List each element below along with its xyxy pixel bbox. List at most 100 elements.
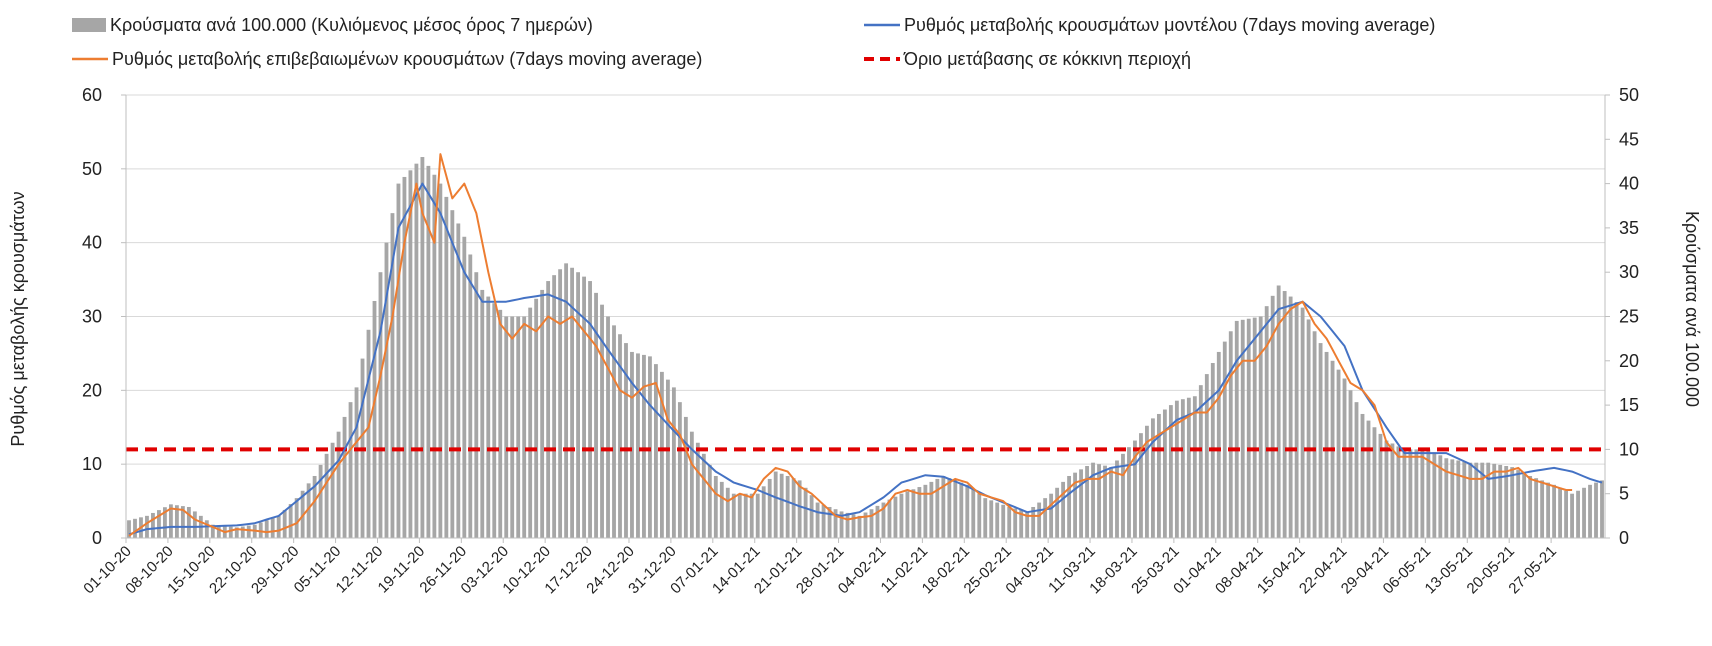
y-right-tick-label: 35 [1619,218,1639,238]
bar [1408,449,1413,538]
bar [1168,405,1173,538]
bar [665,379,670,538]
legend-bars-label: Κρούσματα ανά 100.000 (Κυλιόμενος μέσος … [110,15,593,35]
bar [264,520,269,538]
bar [1558,487,1563,538]
confirmed-series [128,153,1573,537]
bar [1474,462,1479,538]
bar [420,157,425,538]
bar [1121,453,1125,538]
bar [1336,369,1341,538]
bar [270,518,275,538]
bar [1552,484,1557,538]
legend-confirmed-label: Ρυθμός μεταβολής επιβεβαιωμένων κρουσμάτ… [112,49,702,69]
y-right-tick-label: 15 [1619,395,1639,415]
y-left-tick-label: 0 [92,528,102,548]
legend-model-label: Ρυθμός μεταβολής κρουσμάτων μοντέλου (7d… [904,15,1435,35]
legend-bars-marker [72,18,106,32]
bar [1198,385,1203,538]
y-left-tick-label: 50 [82,159,102,179]
y-right-tick-label: 45 [1619,129,1639,149]
bar [318,464,323,538]
bar [1588,484,1592,538]
bar [282,509,287,538]
bar [145,515,149,538]
bar [1162,409,1167,538]
y-left-tick-label: 10 [82,454,102,474]
bar [1318,343,1323,538]
bar [1426,449,1431,538]
bar [1528,475,1533,538]
bar [180,506,185,538]
bar [366,329,371,538]
bar [1073,472,1077,538]
bar [450,210,455,538]
bar [648,356,652,538]
bar [630,351,634,538]
bar [540,289,545,538]
bar [1270,295,1275,538]
bar [474,272,479,538]
bar [234,527,239,538]
bar [893,496,898,538]
bar [959,482,964,538]
bar [492,303,497,538]
bar [815,502,820,538]
bar [127,520,131,538]
bar [1420,449,1425,538]
bar [258,522,263,538]
bar [1546,482,1551,538]
bar [462,236,467,538]
bar [713,475,718,538]
bar [1504,466,1509,538]
bar [863,512,868,538]
y-right-tick-label: 30 [1619,262,1639,282]
bar-series [127,157,1604,539]
bar [564,263,569,538]
bar [1342,378,1347,538]
bar [1180,399,1185,538]
bar [354,387,359,538]
bar [294,498,299,538]
bar [1192,396,1197,538]
bar [1204,374,1209,538]
bar [1438,455,1443,538]
bar [773,471,778,538]
bar [378,272,383,538]
bar [624,343,628,538]
bar [240,526,245,538]
bar [905,491,910,538]
bar [1486,462,1491,538]
bar [869,509,874,538]
y-right-tick-label: 0 [1619,528,1629,548]
bar [342,416,347,538]
bar [1360,413,1365,538]
bar [827,506,832,538]
bar [1396,446,1401,538]
bar [953,480,958,538]
bar [1348,390,1353,538]
y-left-tick-label: 20 [82,380,102,400]
bar [845,512,850,538]
bar [779,473,784,538]
bar [725,487,730,538]
bar [372,300,377,538]
bar [1264,306,1269,538]
bar [1540,480,1545,538]
bar [168,504,173,538]
bar [1049,493,1054,538]
bar [677,402,682,538]
bar [1240,319,1245,538]
bar [1390,443,1395,538]
bar [324,453,329,538]
bar [1450,459,1455,538]
bar [1037,502,1042,538]
bar [1186,397,1191,538]
bar [516,316,521,538]
bar [995,502,1000,538]
bar [947,478,952,538]
y-left-tick-labels: 0 10 20 30 40 50 60 [82,85,126,548]
y-right-tick-label: 40 [1619,174,1639,194]
